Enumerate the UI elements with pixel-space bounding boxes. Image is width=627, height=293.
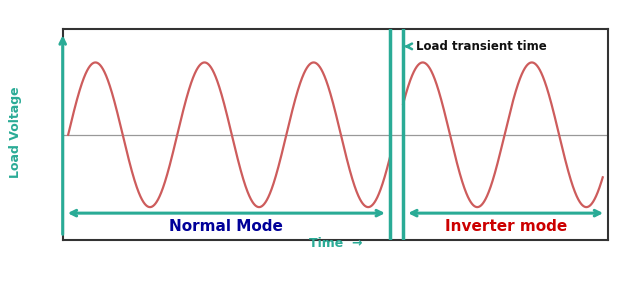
Text: Load Voltage: Load Voltage <box>9 86 22 178</box>
Text: Normal Mode: Normal Mode <box>169 219 283 234</box>
Text: Time  →: Time → <box>308 237 362 250</box>
Text: Inverter mode: Inverter mode <box>445 219 567 234</box>
Text: Load transient time: Load transient time <box>416 40 547 53</box>
